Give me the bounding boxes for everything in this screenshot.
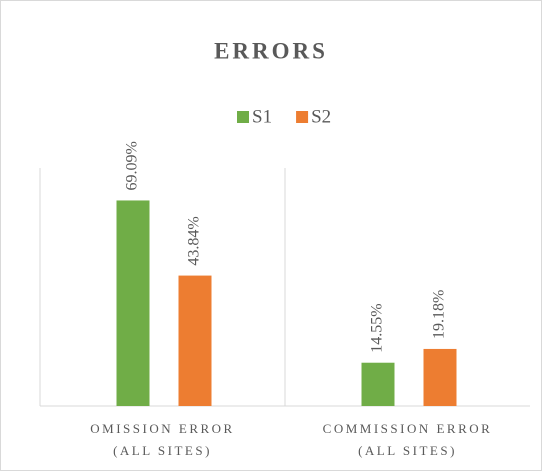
legend-swatch: [237, 111, 249, 123]
data-label: 69.09%: [124, 141, 141, 190]
legend-label: S2: [311, 106, 331, 127]
x-tick-label: OMISSION ERROR (ALL SITES): [90, 421, 234, 458]
bar: [116, 200, 150, 406]
bar: [178, 275, 212, 406]
chart-title: ERRORS: [214, 38, 328, 63]
x-tick-label: COMMISSION ERROR (ALL SITES): [323, 421, 493, 458]
data-label: 43.84%: [186, 216, 203, 265]
legend-label: S1: [252, 106, 272, 127]
data-label: 14.55%: [369, 303, 386, 352]
data-label: 19.18%: [431, 290, 448, 339]
legend-swatch: [296, 111, 309, 123]
bar: [423, 348, 457, 406]
bar: [361, 362, 395, 406]
